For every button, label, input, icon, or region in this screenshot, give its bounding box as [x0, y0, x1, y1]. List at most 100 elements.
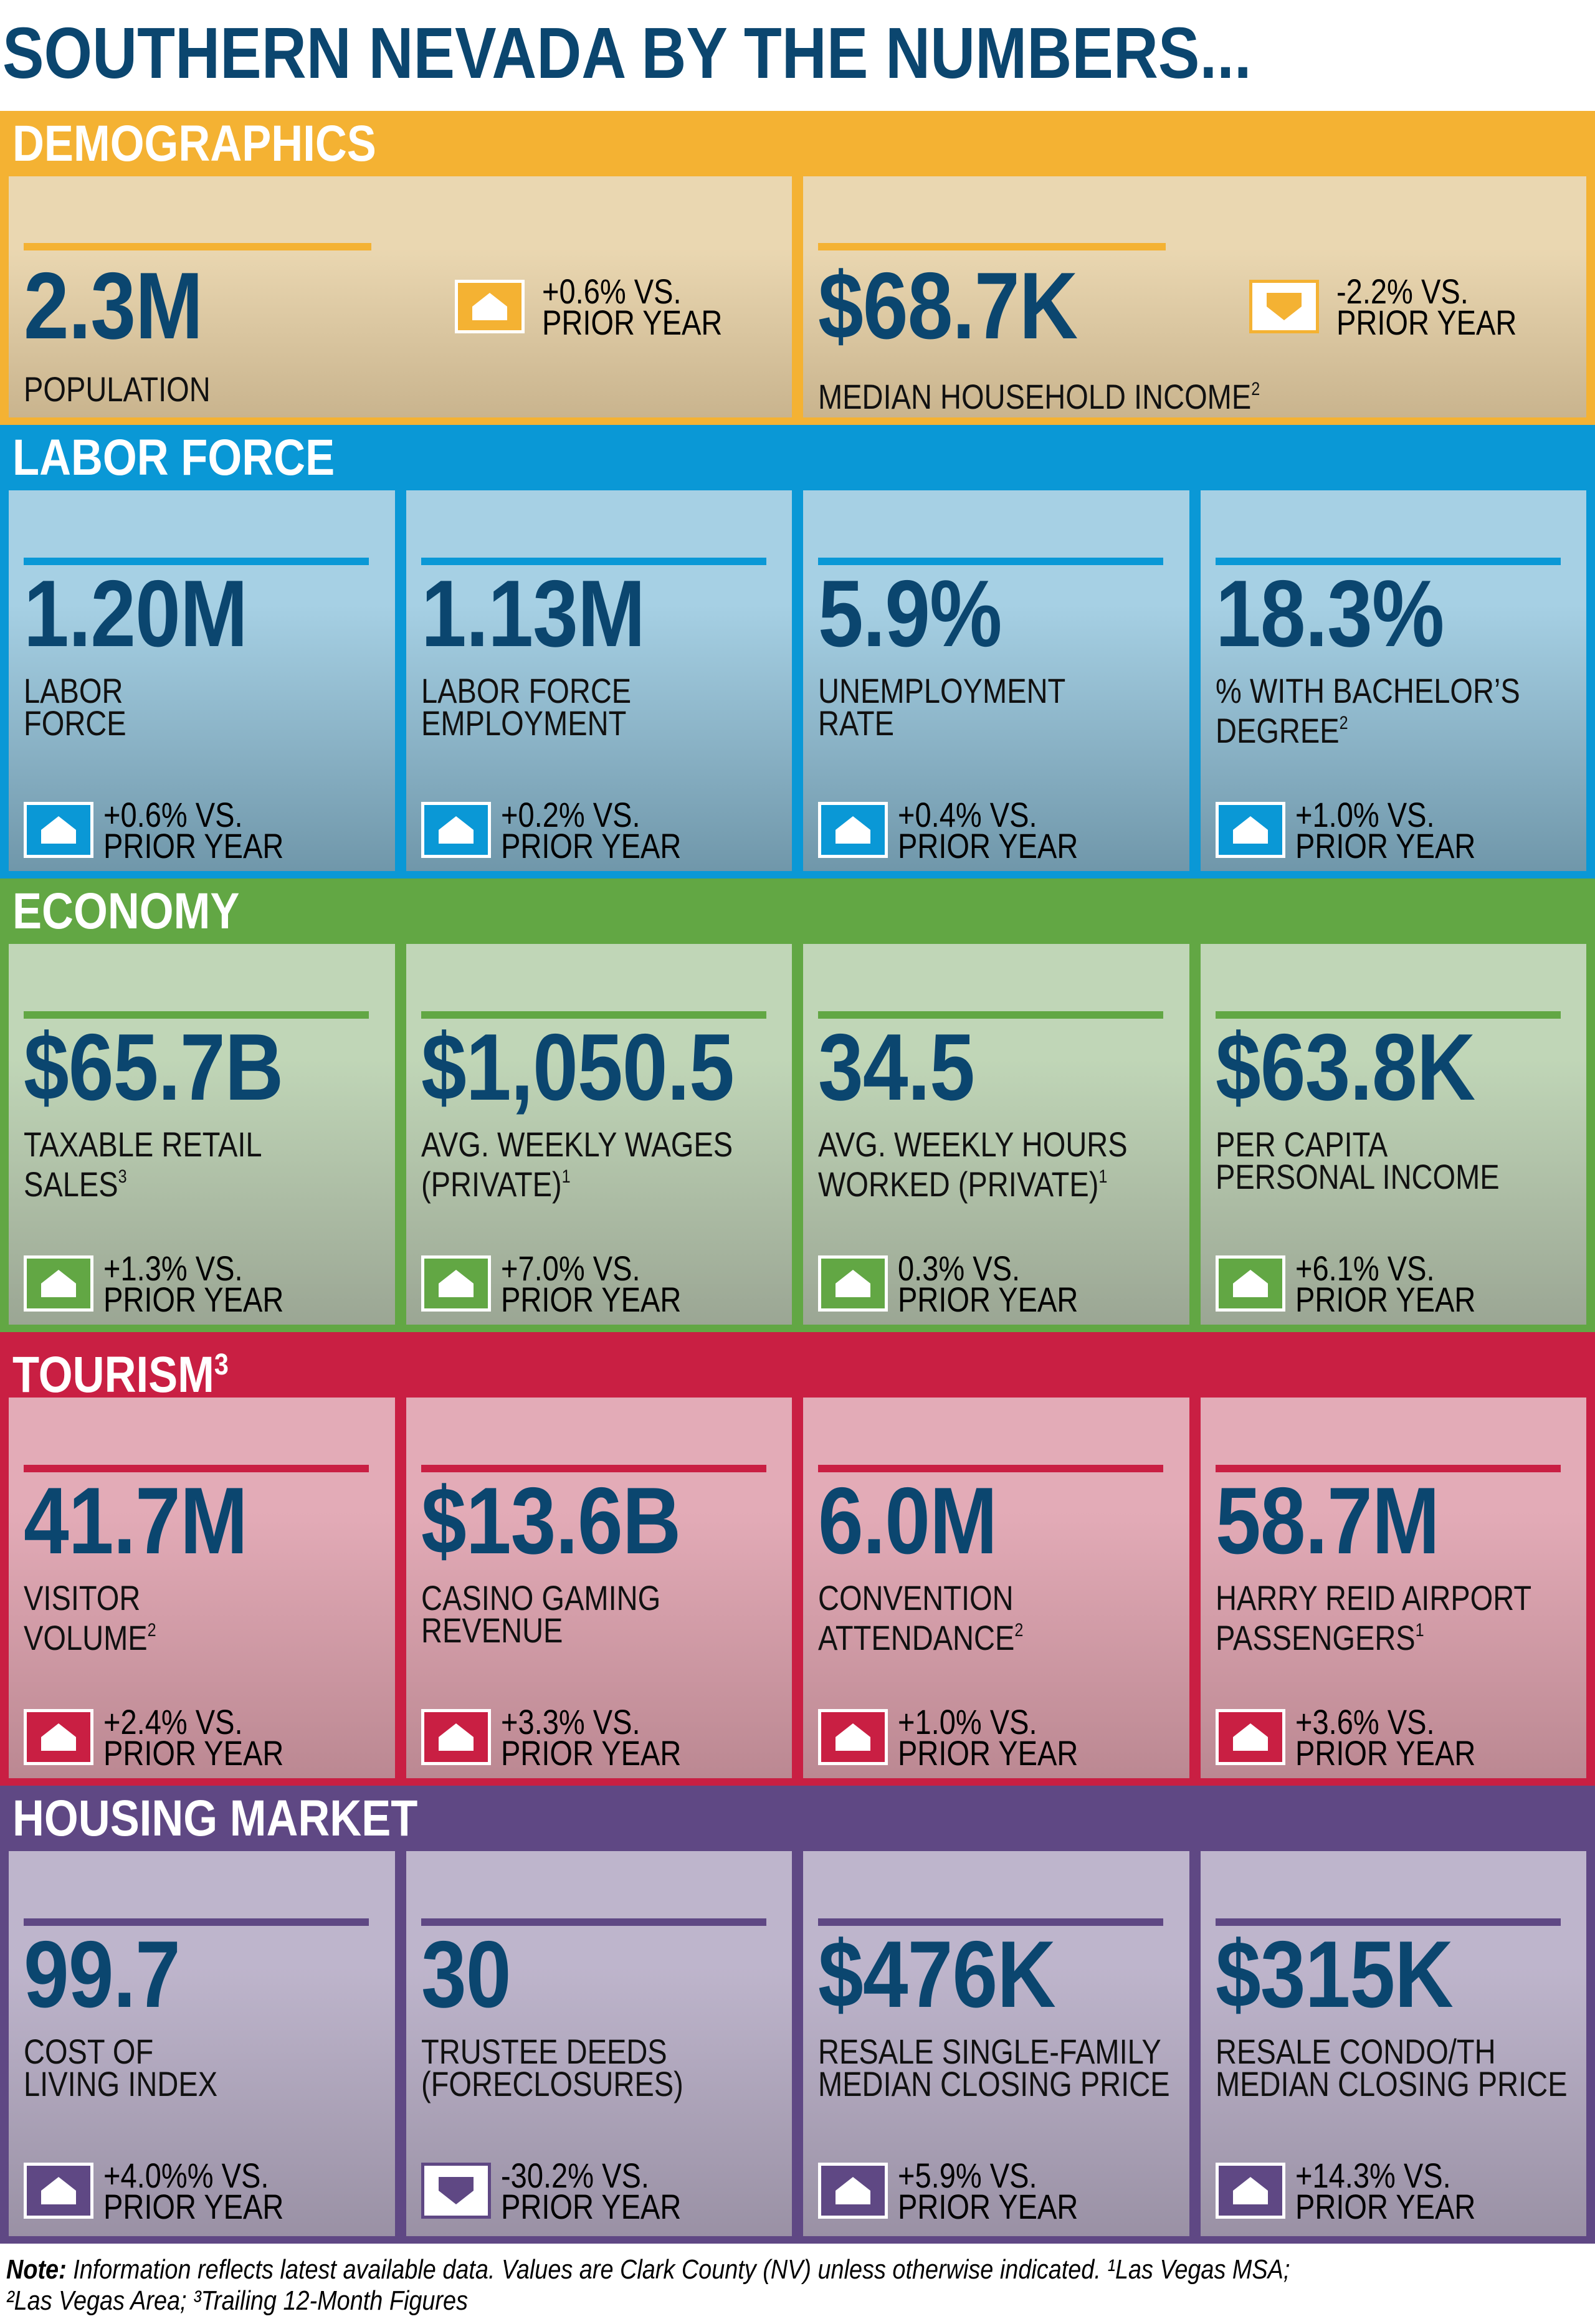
trend-up-badge — [24, 2163, 93, 2219]
stat-label-text: LABOR FORCE EMPLOYMENT — [421, 671, 631, 743]
stat-card: 41.7M VISITOR VOLUME2 +2.4% VS. PRIOR YEAR — [9, 1398, 395, 1778]
footnote-marker: 3 — [214, 1348, 229, 1381]
change-value: +14.3% VS. — [1295, 2156, 1451, 2195]
stat-card: 1.20M LABOR FORCE +0.6% VS. PRIOR YEAR — [9, 490, 395, 871]
change-value: +0.6% VS. — [103, 795, 243, 834]
arrow-up-icon — [836, 816, 870, 844]
change-value: +5.9% VS. — [898, 2156, 1037, 2195]
stat-value: $63.8K — [1215, 1014, 1475, 1120]
trend-up-badge — [24, 1709, 93, 1765]
change-value: -30.2% VS. — [500, 2156, 649, 2195]
stat-value: $476K — [818, 1922, 1056, 2027]
change-period: PRIOR YEAR — [500, 1280, 681, 1319]
change-period: PRIOR YEAR — [1336, 303, 1517, 342]
stat-label: VISITOR VOLUME2 — [24, 1581, 390, 1655]
stat-value: $315K — [1215, 1922, 1454, 2027]
change-value: +0.6% VS. — [542, 272, 682, 311]
stat-card: $68.7K MEDIAN HOUSEHOLD INCOME2 -2.2% VS. P… — [803, 176, 1586, 417]
cards-row: 2.3M POPULATION +0.6% VS. PRIOR YEAR $68.7K M… — [0, 176, 1595, 417]
stat-card: 99.7 COST OF LIVING INDEX +4.0%% VS. PRIOR … — [9, 1851, 395, 2236]
section-title-text: LABOR FORCE — [12, 429, 335, 486]
stat-card: $476K RESALE SINGLE-FAMILY MEDIAN CLOSING… — [803, 1851, 1189, 2236]
stat-card: $63.8K PER CAPITA PERSONAL INCOME +6.1% VS… — [1200, 944, 1586, 1325]
change-period: PRIOR YEAR — [103, 826, 284, 865]
stat-value: $1,050.5 — [421, 1014, 735, 1120]
trend-up-badge — [421, 1255, 491, 1312]
trend-up-badge — [818, 1255, 888, 1312]
stat-card: 18.3%% WITH BACHELOR’S DEGREE2 +1.0% VS. P… — [1200, 490, 1586, 871]
arrow-up-icon — [472, 293, 507, 320]
section-title: ECONOMY — [12, 879, 239, 944]
accent-rule — [421, 1465, 766, 1472]
arrow-up-icon — [438, 1270, 474, 1297]
section-header: TOURISM3 — [0, 1332, 1595, 1403]
stat-label: LABOR FORCE EMPLOYMENT — [421, 674, 788, 741]
change-value: +3.3% VS. — [500, 1702, 640, 1741]
footnote-marker: 2 — [1339, 713, 1348, 733]
stat-card: 58.7M HARRY REID AIRPORT PASSENGERS1 +3.6%… — [1200, 1398, 1586, 1778]
accent-rule — [818, 243, 1166, 250]
stat-label-text: RESALE CONDO/TH MEDIAN CLOSING PRICE — [1215, 2032, 1568, 2103]
change-text: +1.0% VS. PRIOR YEAR — [1295, 798, 1475, 864]
stat-card: 1.13M LABOR FORCE EMPLOYMENT +0.2% VS. PRIO… — [406, 490, 792, 871]
accent-rule — [421, 558, 766, 565]
trend-up-badge — [421, 1709, 491, 1765]
accent-rule — [421, 1011, 766, 1019]
stat-card: $1,050.5 AVG. WEEKLY WAGES (PRIVATE)1 +7.0… — [406, 944, 792, 1325]
arrow-up-icon — [1232, 2177, 1268, 2204]
stat-label: COST OF LIVING INDEX — [24, 2034, 390, 2102]
change-text: +1.0% VS. PRIOR YEAR — [898, 1705, 1078, 1773]
stat-label: RESALE CONDO/TH MEDIAN CLOSING PRICE — [1216, 2034, 1582, 2102]
arrow-down-icon — [438, 2177, 474, 2204]
note-text: Information reflects latest available da… — [66, 2254, 1290, 2285]
section-title: LABOR FORCE — [12, 425, 335, 490]
change-period: PRIOR YEAR — [500, 826, 681, 865]
change-text: +0.6% VS. PRIOR YEAR — [103, 795, 284, 865]
section-title-text: DEMOGRAPHICS — [12, 115, 376, 172]
stat-label: MEDIAN HOUSEHOLD INCOME2 — [818, 373, 1446, 416]
cards-row: $65.7B TAXABLE RETAIL SALES3 +1.3% VS. PRIO… — [0, 944, 1595, 1325]
footnote-marker: 2 — [147, 1620, 156, 1641]
change-value: +6.1% VS. — [1295, 1249, 1435, 1288]
change-value: +7.0% VS. — [500, 1249, 640, 1288]
stat-label: POPULATION — [24, 372, 652, 407]
stat-value: 6.0M — [818, 1468, 997, 1574]
change-period: PRIOR YEAR — [898, 2187, 1078, 2226]
change-period: PRIOR YEAR — [103, 2187, 284, 2226]
stat-value: $13.6B — [421, 1468, 681, 1574]
cards-row: 1.20M LABOR FORCE +0.6% VS. PRIOR YEAR 1.13M… — [0, 490, 1595, 871]
section-housing-market: HOUSING MARKET 99.7 COST OF LIVING INDEX +4… — [0, 1786, 1595, 2244]
trend-down-badge — [1249, 280, 1319, 333]
change-period: PRIOR YEAR — [103, 1733, 284, 1773]
page-title: SOUTHERN NEVADA BY THE NUMBERS... — [2, 12, 1252, 93]
stat-value: 5.9% — [818, 561, 1002, 667]
arrow-up-icon — [1232, 1270, 1268, 1297]
cards-row: 99.7 COST OF LIVING INDEX +4.0%% VS. PRIOR … — [0, 1851, 1595, 2236]
accent-rule — [24, 1465, 369, 1472]
change-text: -30.2% VS. PRIOR YEAR — [500, 2156, 681, 2224]
accent-rule — [24, 243, 371, 250]
change-text: +3.3% VS. PRIOR YEAR — [500, 1702, 681, 1771]
footnote-marker: 2 — [1014, 1620, 1024, 1641]
accent-rule — [818, 1465, 1163, 1472]
accent-rule — [818, 1011, 1163, 1019]
stat-card: 5.9% UNEMPLOYMENT RATE +0.4% VS. PRIOR YEAR — [803, 490, 1189, 871]
section-title-text: TOURISM — [12, 1346, 214, 1403]
stat-label-text: MEDIAN HOUSEHOLD INCOME — [818, 377, 1252, 416]
stat-card: $13.6B CASINO GAMING REVENUE +3.3% VS. PRIO… — [406, 1398, 792, 1778]
stat-value: 58.7M — [1215, 1468, 1440, 1574]
stat-label-text: LABOR FORCE — [24, 671, 126, 743]
arrow-down-icon — [1267, 293, 1302, 320]
accent-rule — [1215, 1465, 1561, 1472]
arrow-up-icon — [41, 816, 76, 844]
arrow-up-icon — [41, 2177, 76, 2204]
stat-label-text: CASINO GAMING REVENUE — [421, 1578, 660, 1650]
change-period: PRIOR YEAR — [898, 1733, 1078, 1773]
section-title: DEMOGRAPHICS — [12, 111, 376, 176]
change-text: +7.0% VS. PRIOR YEAR — [500, 1249, 681, 1319]
accent-rule — [1215, 1011, 1561, 1019]
stat-label-text: HARRY REID AIRPORT PASSENGERS — [1215, 1578, 1531, 1657]
stat-label: CASINO GAMING REVENUE — [421, 1581, 788, 1648]
stat-card: 6.0M CONVENTION ATTENDANCE2 +1.0% VS. PRIOR… — [803, 1398, 1189, 1778]
footnote-marker: 1 — [1415, 1620, 1424, 1641]
